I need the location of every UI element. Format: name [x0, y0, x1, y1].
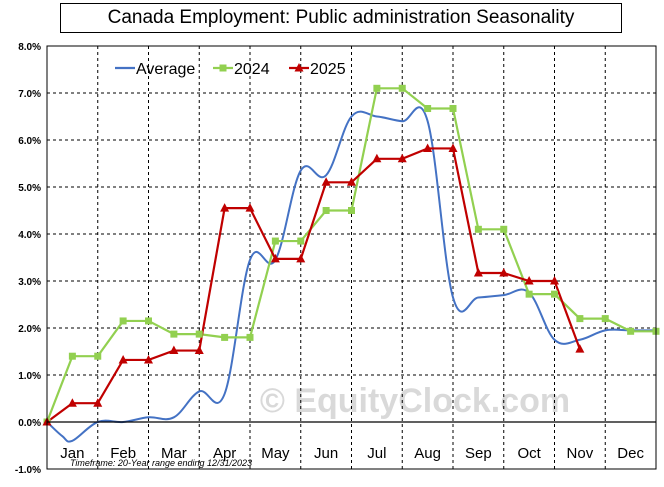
x-tick-label: Jan	[60, 445, 84, 462]
data-point-2024	[246, 333, 254, 341]
data-point-2024	[627, 327, 635, 335]
data-point-2025	[67, 398, 77, 407]
legend-marker-2024	[219, 64, 227, 72]
data-point-2024	[576, 315, 584, 323]
y-tick-label: -1.0%	[15, 465, 41, 476]
data-point-2024	[424, 105, 432, 113]
y-tick-label: 2.0%	[18, 324, 41, 335]
data-point-2024	[297, 237, 305, 245]
data-point-2025	[169, 345, 179, 355]
y-tick-label: 1.0%	[18, 371, 41, 382]
timeframe-caption: Timeframe: 20-Year range ending 12/31/20…	[70, 458, 253, 468]
y-tick-label: 8.0%	[18, 42, 41, 53]
data-point-2025	[524, 276, 534, 285]
data-point-2024	[271, 237, 279, 245]
watermark-text: © EquityClock.com	[260, 382, 570, 420]
data-point-2024	[348, 207, 355, 214]
y-tick-label: 6.0%	[18, 136, 41, 147]
data-point-2024	[94, 352, 102, 360]
plot-border	[46, 45, 657, 470]
x-tick-label: Mar	[161, 445, 187, 462]
x-tick-label: Apr	[213, 445, 236, 462]
x-tick-label: May	[261, 445, 290, 462]
x-tick-label: Sep	[465, 445, 492, 462]
y-tick-label: 5.0%	[18, 183, 41, 194]
data-point-2025	[372, 153, 382, 163]
data-point-2025	[499, 268, 509, 277]
data-point-2024	[500, 225, 508, 233]
y-tick-label: 4.0%	[18, 230, 41, 241]
data-point-2024	[322, 207, 330, 214]
data-point-2024	[170, 330, 178, 338]
data-point-2025	[550, 276, 559, 285]
data-point-2024	[221, 333, 229, 341]
x-tick-label: Aug	[414, 445, 441, 462]
data-point-2025	[347, 177, 356, 186]
x-tick-label: Jun	[314, 445, 338, 462]
series-line-average	[46, 106, 656, 443]
data-point-2025	[321, 177, 331, 186]
x-tick-label: Jul	[367, 445, 386, 462]
y-tick-label: 0.0%	[18, 418, 41, 429]
data-point-2025	[423, 143, 433, 152]
data-point-2024	[68, 352, 76, 360]
series-line-2025	[46, 147, 581, 423]
data-point-2025	[118, 354, 128, 364]
legend-label-2025: 2025	[310, 61, 346, 78]
data-point-2025	[245, 203, 255, 212]
data-point-2025	[575, 344, 585, 353]
data-point-2024	[145, 317, 152, 325]
data-point-2025	[296, 253, 306, 263]
data-point-2025	[270, 253, 280, 263]
data-point-2025	[397, 153, 407, 163]
data-point-2025	[194, 345, 204, 355]
data-point-2025	[144, 354, 153, 364]
data-point-2024	[474, 225, 482, 233]
data-point-2024	[195, 330, 203, 338]
x-tick-label: Nov	[567, 445, 594, 462]
legend-label-average: Average	[136, 61, 195, 78]
y-tick-label: 7.0%	[18, 89, 41, 100]
data-point-2024	[119, 317, 127, 325]
x-tick-label: Feb	[110, 445, 136, 462]
data-point-2025	[220, 203, 230, 212]
data-point-2024	[525, 290, 533, 298]
data-point-2024	[601, 315, 609, 323]
data-point-2025	[93, 398, 103, 407]
data-point-2024	[551, 290, 558, 298]
legend-label-2024: 2024	[234, 61, 270, 78]
x-tick-label: Dec	[617, 445, 644, 462]
x-tick-label: Oct	[517, 445, 541, 462]
data-point-2025	[473, 268, 483, 277]
data-point-2024	[398, 84, 406, 92]
data-point-2025	[448, 143, 458, 152]
data-point-2024	[449, 105, 457, 113]
chart-title: Canada Employment: Public administration…	[60, 3, 622, 33]
legend-marker-2025	[294, 63, 304, 72]
data-point-2024	[373, 84, 381, 92]
y-tick-label: 3.0%	[18, 277, 41, 288]
